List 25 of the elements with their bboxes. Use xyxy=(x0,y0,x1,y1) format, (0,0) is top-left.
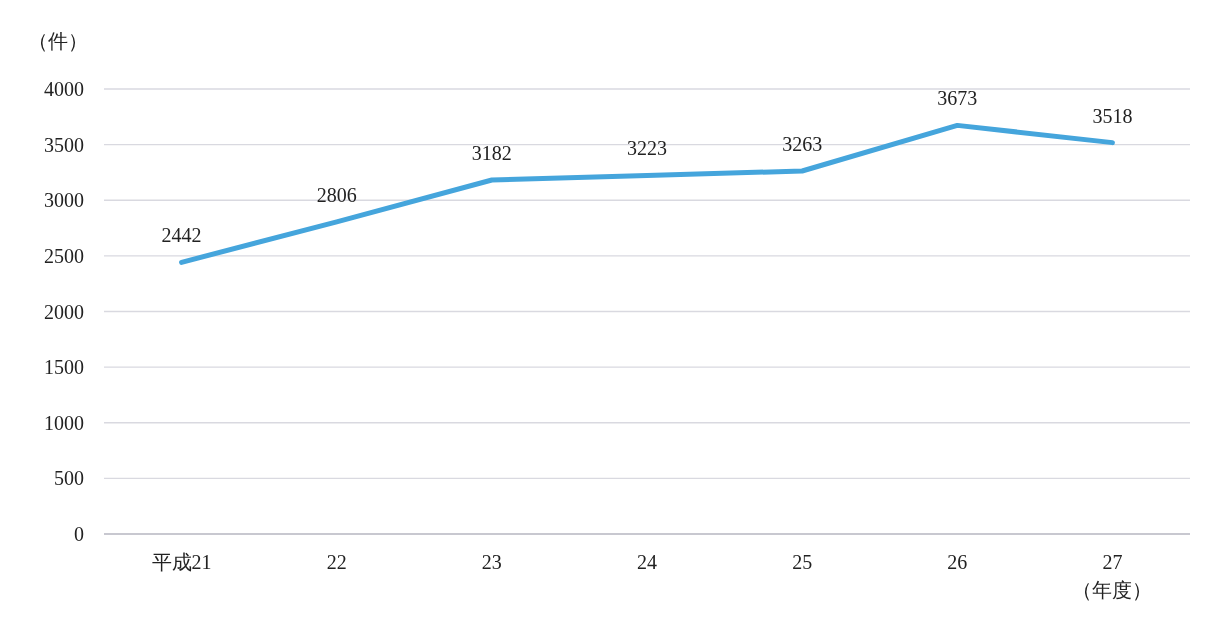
y-tick-label: 500 xyxy=(54,467,84,490)
y-tick-label: 2000 xyxy=(44,300,84,323)
data-label: 3673 xyxy=(937,87,978,110)
x-tick-label: 平成21 xyxy=(151,551,212,573)
y-tick-label: 1000 xyxy=(44,411,84,434)
y-tick-label: 0 xyxy=(74,523,84,545)
data-label: 3223 xyxy=(627,137,667,160)
x-axis-title: （年度） xyxy=(1072,579,1153,601)
data-label: 2806 xyxy=(316,183,357,206)
data-label: 3263 xyxy=(782,132,823,155)
y-tick-label: 2500 xyxy=(44,244,84,267)
x-tick-label: 26 xyxy=(947,551,968,573)
data-label: 2442 xyxy=(161,224,202,247)
x-tick-label: 27 xyxy=(1102,551,1123,573)
y-axis-title: （件） xyxy=(28,30,88,52)
x-tick-label: 25 xyxy=(792,551,813,573)
x-tick-label: 24 xyxy=(637,551,657,573)
x-tick-label: 22 xyxy=(326,551,347,573)
data-label: 3518 xyxy=(1092,104,1133,127)
x-tick-label: 23 xyxy=(481,551,502,573)
y-tick-label: 3500 xyxy=(44,133,84,156)
y-tick-label: 3000 xyxy=(44,189,84,212)
y-tick-label: 4000 xyxy=(44,78,84,100)
data-label: 3182 xyxy=(471,142,512,164)
y-tick-label: 1500 xyxy=(44,356,84,379)
